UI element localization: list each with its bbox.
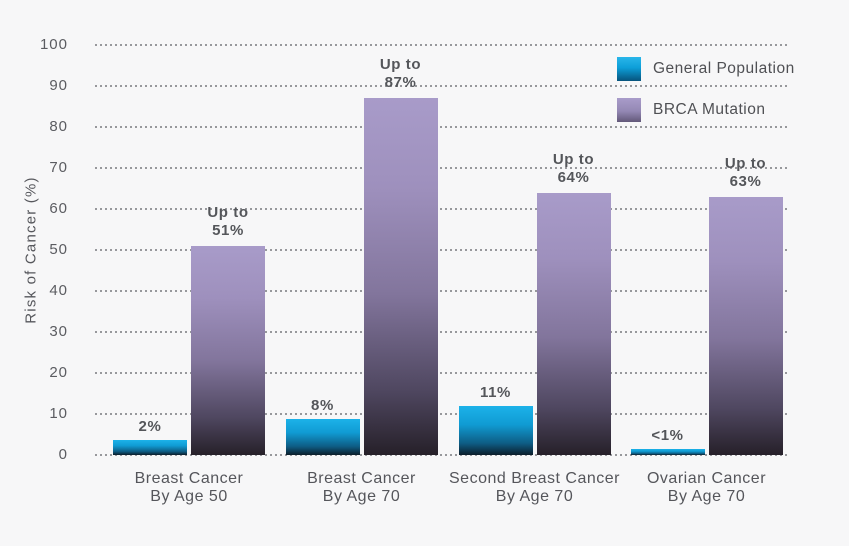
y-tick-label-10: 10 (49, 405, 68, 422)
y-tick-label-90: 90 (49, 77, 68, 94)
value-label-brca-mutation-2: Up to 64% (552, 150, 595, 186)
bar-brca-mutation-1 (363, 98, 438, 455)
y-tick-label-60: 60 (49, 200, 68, 217)
y-tick-label-30: 30 (49, 323, 68, 340)
gridline-70 (95, 167, 790, 169)
y-tick-label-50: 50 (49, 241, 68, 258)
value-label-brca-mutation-3: Up to 63% (724, 154, 767, 190)
value-label-brca-mutation-0: Up to 51% (207, 203, 249, 239)
gridline-40 (95, 290, 790, 292)
value-label-general-population-0: 2% (138, 417, 162, 435)
gridline-0 (95, 454, 790, 456)
y-tick-label-80: 80 (49, 118, 68, 135)
gridline-60 (95, 208, 790, 210)
category-label-2: Second Breast Cancer By Age 70 (449, 470, 620, 505)
gridline-30 (95, 331, 790, 333)
gridline-10 (95, 413, 790, 415)
y-tick-label-20: 20 (49, 364, 68, 381)
gridline-100 (95, 44, 790, 46)
legend-item-general-population: General Population (617, 57, 795, 81)
bar-general-population-3 (630, 449, 705, 455)
legend-label-general-population: General Population (653, 60, 795, 77)
category-label-1: Breast Cancer By Age 70 (307, 470, 416, 505)
legend-swatch-general-population (617, 57, 641, 81)
legend-label-brca-mutation: BRCA Mutation (653, 101, 766, 118)
legend-item-brca-mutation: BRCA Mutation (617, 98, 765, 122)
value-label-general-population-2: 11% (480, 383, 511, 401)
bar-brca-mutation-3 (708, 196, 783, 455)
legend-swatch-brca-mutation (617, 98, 641, 122)
bar-brca-mutation-2 (536, 192, 611, 455)
gridline-90 (95, 85, 790, 87)
gridline-80 (95, 126, 790, 128)
value-label-general-population-3: <1% (651, 427, 684, 445)
gridline-50 (95, 249, 790, 251)
y-tick-label-0: 0 (58, 446, 68, 463)
bar-brca-mutation-0 (191, 245, 265, 455)
bar-general-population-1 (285, 418, 360, 455)
y-tick-label-70: 70 (49, 159, 68, 176)
category-label-0: Breast Cancer By Age 50 (134, 470, 244, 505)
value-label-brca-mutation-1: Up to 87% (379, 56, 422, 92)
gridline-20 (95, 372, 790, 374)
y-tick-label-100: 100 (39, 36, 68, 53)
bar-general-population-2 (458, 405, 533, 455)
y-tick-label-40: 40 (49, 282, 68, 299)
category-label-3: Ovarian Cancer By Age 70 (646, 470, 767, 505)
value-label-general-population-1: 8% (311, 396, 334, 414)
bar-general-population-0 (113, 439, 187, 455)
